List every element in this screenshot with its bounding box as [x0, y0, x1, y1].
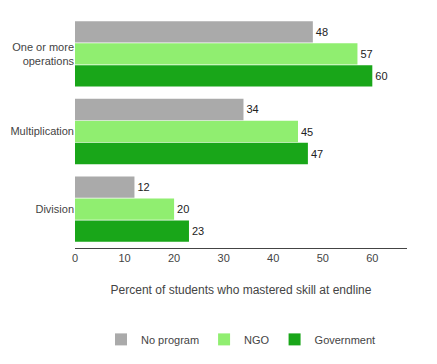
- svg-text:12: 12: [137, 181, 149, 193]
- svg-text:10: 10: [118, 252, 130, 264]
- svg-text:Multiplication: Multiplication: [10, 125, 74, 137]
- svg-text:47: 47: [311, 148, 323, 160]
- svg-text:30: 30: [218, 252, 230, 264]
- svg-text:NGO: NGO: [244, 334, 270, 346]
- svg-text:0: 0: [72, 252, 78, 264]
- svg-text:20: 20: [177, 203, 189, 215]
- svg-text:40: 40: [267, 252, 279, 264]
- svg-text:48: 48: [316, 26, 328, 38]
- svg-text:60: 60: [366, 252, 378, 264]
- svg-text:Government: Government: [315, 334, 376, 346]
- svg-text:No program: No program: [141, 334, 199, 346]
- svg-text:Division: Division: [35, 203, 74, 215]
- svg-text:57: 57: [360, 48, 372, 60]
- svg-text:45: 45: [301, 126, 313, 138]
- svg-text:One or moreoperations: One or moreoperations: [12, 41, 74, 67]
- svg-text:34: 34: [246, 103, 258, 115]
- svg-text:60: 60: [375, 70, 387, 82]
- svg-text:50: 50: [317, 252, 329, 264]
- svg-text:20: 20: [168, 252, 180, 264]
- svg-text:Percent of students who master: Percent of students who mastered skill a…: [111, 283, 372, 297]
- svg-text:23: 23: [192, 225, 204, 237]
